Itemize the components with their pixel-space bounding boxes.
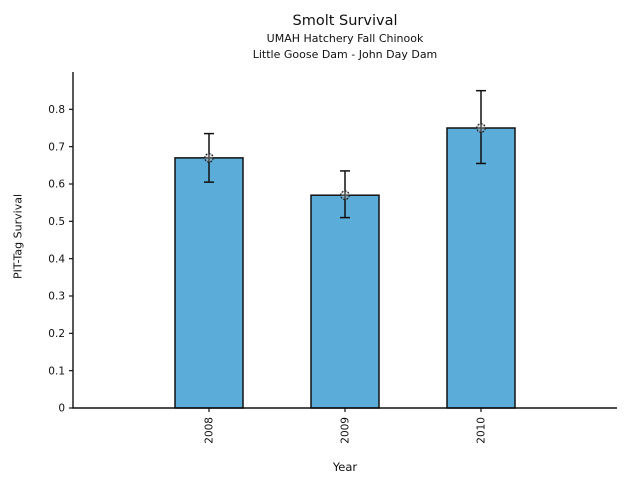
y-tick-label: 0.1 [48,365,65,377]
data-point-marker [476,123,486,133]
y-tick-label: 0.7 [48,141,65,153]
y-tick-label: 0 [58,403,65,415]
bar [174,157,244,409]
y-tick-label: 0.3 [48,291,65,303]
x-tick-label: 2009 [340,417,352,444]
bar [446,127,516,409]
bar [310,194,380,409]
data-point-marker [340,190,350,201]
data-point-marker [204,153,214,163]
y-tick-label: 0.4 [48,253,65,265]
y-tick-label: 0.2 [48,328,65,340]
y-tick-label: 0.6 [48,179,65,191]
x-tick-label: 2010 [476,417,488,444]
x-tick-label: 2008 [204,417,216,444]
y-tick-label: 0.8 [48,104,65,116]
y-tick-label: 0.5 [48,216,65,228]
